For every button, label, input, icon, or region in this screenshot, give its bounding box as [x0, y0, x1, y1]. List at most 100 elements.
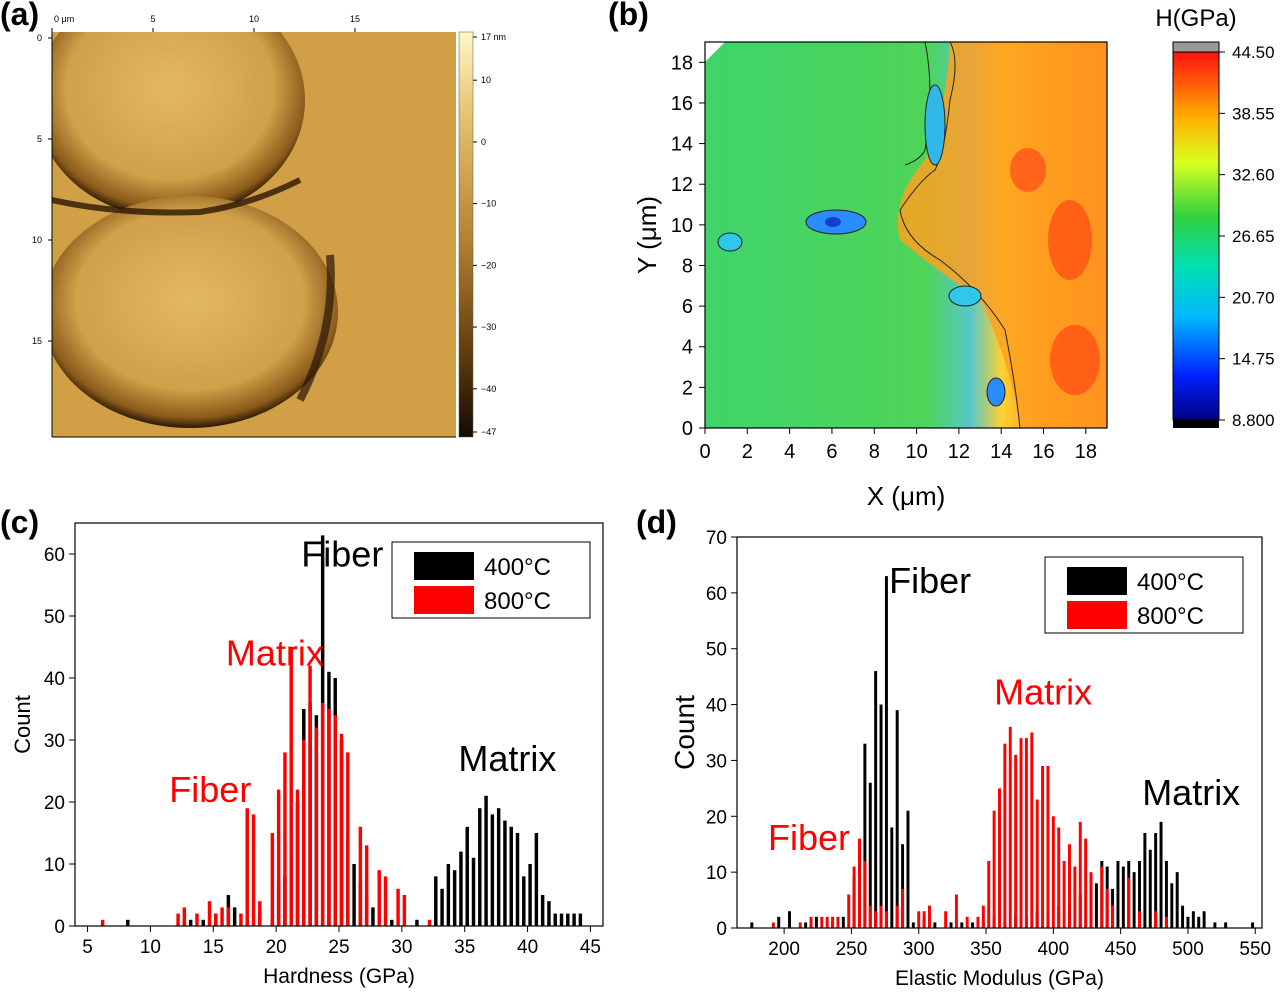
hist-bar: [825, 916, 829, 928]
xtick-label: 200: [768, 939, 800, 960]
hist-bar: [232, 907, 237, 926]
afm-colorbar-tick: 10: [481, 75, 491, 85]
xtick-label: 10: [140, 937, 161, 958]
hist-bar: [1121, 866, 1125, 928]
afm-colorbar-tick: −40: [481, 384, 496, 394]
xtick-label: 20: [266, 937, 287, 958]
hist-bar: [809, 916, 813, 928]
map-ytick-label: 6: [682, 296, 693, 318]
ytick-label: 10: [706, 863, 727, 884]
ytick-label: 50: [44, 607, 65, 628]
hist-bar: [415, 919, 419, 926]
hist-bar: [960, 922, 964, 928]
hist-bar: [1008, 726, 1012, 928]
hist-bar: [1191, 911, 1195, 928]
map-xtick-label: 4: [784, 441, 795, 463]
hist-bar: [559, 913, 564, 926]
ytick-label: 50: [706, 640, 727, 661]
xtick-label: 25: [328, 937, 349, 958]
hist-bar: [965, 916, 969, 928]
hist-bar: [1089, 872, 1093, 928]
ytick-label: 0: [54, 917, 65, 938]
map-xtick-label: 10: [905, 441, 927, 463]
legend-swatch: [1067, 567, 1127, 595]
afm-ytick-label: 0: [37, 33, 42, 43]
ytick-label: 60: [706, 584, 727, 605]
hist-bar: [402, 895, 407, 926]
hist-bar: [314, 727, 319, 926]
afm-colorbar-tick: −20: [481, 260, 496, 270]
map-ytick-label: 2: [682, 377, 693, 399]
hist-bar: [771, 922, 775, 928]
afm-ytick-label: 5: [37, 134, 42, 144]
annotation-label: Fiber: [768, 817, 850, 858]
hist-bar: [333, 715, 337, 926]
xtick-label: 550: [1239, 939, 1271, 960]
afm-xtick-label: 10: [249, 14, 259, 24]
afm-colorbar-tick: −30: [481, 322, 496, 332]
hist-bar: [1148, 849, 1152, 928]
afm-image-panel: 0 μm 5 10 15 0 5 10 15 17 nm 10 0 −10 −20 −30 −40 −47: [32, 14, 506, 438]
afm-colorbar-tick: 17 nm: [481, 32, 506, 42]
legend-entry: 800°C: [484, 588, 551, 615]
hist-bar: [1164, 860, 1168, 928]
hist-bar: [884, 576, 888, 928]
xtick-label: 350: [970, 939, 1002, 960]
hist-bar: [992, 810, 996, 928]
ytick-label: 60: [44, 545, 65, 566]
map-xtick-label: 6: [826, 441, 837, 463]
hist-bar: [258, 901, 262, 926]
hist-bar: [922, 911, 926, 928]
hardness-colorbar-tick: 14.75: [1232, 350, 1275, 369]
xtick-label: 45: [580, 937, 601, 958]
hist-bar: [496, 808, 501, 926]
hist-bar: [239, 913, 243, 926]
hist-bar: [917, 911, 921, 928]
annotation-label: Matrix: [226, 633, 324, 674]
hist-bar: [371, 907, 375, 926]
ytick-label: 0: [716, 919, 727, 940]
colorbar-title: H(GPa): [1155, 5, 1236, 32]
hist-bar: [1051, 816, 1055, 928]
annotation-label: Matrix: [458, 738, 556, 779]
hist-bar: [1111, 905, 1115, 928]
hist-bar: [944, 911, 948, 928]
map-xtick-label: 12: [948, 441, 970, 463]
hist-bar: [981, 905, 985, 928]
hist-bar: [220, 907, 224, 926]
hist-bar: [901, 888, 905, 928]
hist-bar: [1094, 883, 1098, 928]
hist-bar: [971, 922, 975, 928]
hist-bar: [383, 876, 388, 926]
hist-bar: [933, 922, 937, 928]
hist-bar: [1078, 821, 1082, 928]
afm-xtick-label: 15: [350, 14, 360, 24]
hist-bar: [251, 814, 256, 926]
hist-bar: [1030, 732, 1034, 928]
hardness-colorbar-tick: 26.65: [1232, 227, 1275, 246]
hist-bar: [976, 916, 980, 928]
hardness-colorbar-tick: 38.55: [1232, 104, 1275, 123]
map-xtick-label: 2: [742, 441, 753, 463]
hist-bar: [879, 905, 883, 928]
hist-bar: [283, 752, 287, 926]
hist-bar: [777, 916, 781, 928]
hist-bar: [841, 916, 845, 928]
hist-bar: [452, 870, 457, 926]
hist-bar: [490, 814, 495, 926]
hist-bar: [207, 901, 212, 926]
modulus-histogram: 200 250 300 350 400 450 500 550 0 10 20 30 40 50 60 70 E…: [669, 528, 1271, 990]
hist-bar: [270, 833, 275, 926]
hardness-colorbar-tick: 32.60: [1232, 166, 1275, 185]
map-xtick-label: 14: [990, 441, 1012, 463]
map-ytick-label: 10: [671, 215, 693, 237]
hist-bar: [868, 782, 872, 928]
xtick-label: 35: [454, 937, 475, 958]
ytick-label: 10: [44, 855, 65, 876]
hist-bar: [906, 810, 910, 928]
xtick-label: 300: [903, 939, 935, 960]
hist-bar: [195, 913, 199, 926]
hist-bar: [1251, 922, 1255, 928]
hardness-colorbar-tick: 20.70: [1232, 288, 1275, 307]
hist-bar: [847, 894, 851, 928]
